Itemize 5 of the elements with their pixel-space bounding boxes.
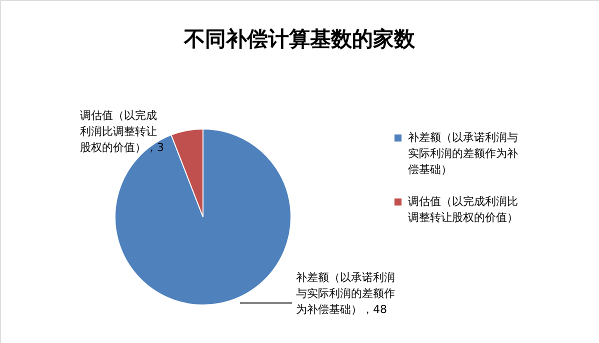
data-label: 补差额（以承诺利润与实际利润的差额作为补偿基础），48 <box>296 271 395 316</box>
chart-title: 不同补偿计算基数的家数 <box>183 27 416 51</box>
legend-label: 补差额（以承诺利润与实际利润的差额作为补偿基础） <box>408 131 518 176</box>
legend-label: 调估值（以完成利润比调整转让股权的价值） <box>408 195 518 224</box>
data-label: 调估值（以完成利润比调整转让股权的价值），3 <box>80 109 164 154</box>
